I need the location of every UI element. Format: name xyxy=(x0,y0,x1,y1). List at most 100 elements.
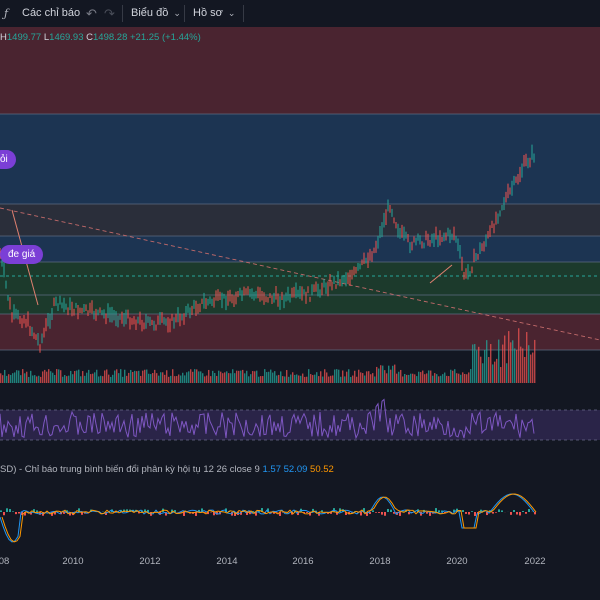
macd-histogram-bar xyxy=(345,512,347,515)
volume-bar xyxy=(426,373,428,383)
volume-bar xyxy=(440,375,442,383)
volume-bar xyxy=(318,376,320,383)
volume-bar xyxy=(46,371,48,383)
volume-bar xyxy=(508,331,510,383)
volume-bar xyxy=(492,364,494,383)
volume-bar xyxy=(120,369,122,383)
volume-bar xyxy=(264,369,266,383)
macd-histogram-bar xyxy=(297,512,299,516)
macd-signal-value: 50.52 xyxy=(310,464,334,475)
chart-menu-button[interactable]: Biểu đồ ⌄ xyxy=(131,0,181,27)
macd-histogram-bar xyxy=(282,512,284,513)
macd-histogram-bar xyxy=(12,511,14,512)
macd-histogram-bar xyxy=(18,512,20,514)
macd-histogram-bar xyxy=(69,512,71,516)
volume-bar xyxy=(48,369,50,383)
macd-histogram-bar xyxy=(462,510,464,512)
volume-bar xyxy=(338,369,340,383)
signal-line xyxy=(1,493,537,543)
price-chart-canvas[interactable] xyxy=(0,27,600,600)
volume-bar xyxy=(0,373,2,383)
volume-bar xyxy=(136,371,138,383)
annotation-bubble[interactable]: ỏi xyxy=(0,150,16,169)
volume-bar xyxy=(56,369,58,383)
volume-bar xyxy=(326,372,328,383)
macd-histogram-bar xyxy=(255,512,257,516)
macd-histogram-bar xyxy=(195,512,197,516)
volume-bar xyxy=(370,374,372,383)
volume-bar xyxy=(152,372,154,383)
volume-bar xyxy=(304,376,306,383)
volume-bar xyxy=(218,370,220,383)
volume-bar xyxy=(340,376,342,383)
annotation-bubble[interactable]: đe giá xyxy=(0,245,44,264)
macd-histogram-bar xyxy=(312,508,314,512)
volume-bar xyxy=(228,373,230,383)
macd-histogram-bar xyxy=(339,508,341,512)
volume-bar xyxy=(524,356,526,383)
volume-bar xyxy=(404,374,406,383)
volume-bar xyxy=(196,369,198,383)
volume-bar xyxy=(288,376,290,383)
volume-bar xyxy=(216,375,218,383)
volume-bar xyxy=(2,375,4,383)
volume-bar xyxy=(386,373,388,383)
macd-histogram-bar xyxy=(165,512,167,516)
undo-icon[interactable]: ↶ xyxy=(86,6,97,21)
volume-bar xyxy=(202,373,204,383)
macd-histogram-bar xyxy=(375,512,377,513)
volume-bar xyxy=(54,374,56,383)
volume-bar xyxy=(34,375,36,383)
macd-histogram-bar xyxy=(258,510,260,512)
volume-bar xyxy=(72,374,74,383)
macd-histogram-bar xyxy=(213,512,215,516)
volume-bar xyxy=(494,361,496,383)
volume-bar xyxy=(150,374,152,383)
volume-bar xyxy=(466,374,468,383)
macd-histogram-bar xyxy=(42,512,44,516)
volume-bar xyxy=(280,371,282,383)
volume-bar xyxy=(268,371,270,383)
redo-icon[interactable]: ↷ xyxy=(104,6,115,21)
volume-bar xyxy=(212,370,214,383)
volume-bar xyxy=(464,373,466,383)
volume-bar xyxy=(402,376,404,383)
volume-bar xyxy=(70,370,72,383)
volume-bar xyxy=(76,370,78,383)
macd-histogram-bar xyxy=(444,512,446,514)
indicators-button[interactable]: Các chỉ báo xyxy=(22,7,81,19)
volume-bar xyxy=(390,369,392,383)
macd-histogram-bar xyxy=(366,512,368,516)
volume-bar xyxy=(458,373,460,383)
volume-bar xyxy=(172,369,174,383)
volume-bar xyxy=(306,376,308,383)
volume-bar xyxy=(232,369,234,383)
macd-histogram-bar xyxy=(381,512,383,515)
volume-bar xyxy=(146,369,148,383)
function-icon[interactable]: ƒ xyxy=(4,7,9,20)
volume-bar xyxy=(366,371,368,383)
volume-bar xyxy=(162,372,164,383)
macd-histogram-bar xyxy=(372,510,374,512)
volume-bar xyxy=(376,366,378,383)
profile-menu-button[interactable]: Hồ sơ ⌄ xyxy=(193,0,235,27)
rsi-line xyxy=(0,398,535,440)
volume-bar xyxy=(382,365,384,383)
volume-bar xyxy=(250,374,252,383)
volume-bar xyxy=(158,375,160,383)
volume-bar xyxy=(498,339,500,383)
macd-histogram-bar xyxy=(21,512,23,515)
macd-histogram-bar xyxy=(456,508,458,512)
volume-bar xyxy=(140,375,142,383)
volume-bar xyxy=(248,376,250,383)
volume-bar xyxy=(138,370,140,383)
volume-bar xyxy=(418,371,420,383)
macd-histogram-bar xyxy=(441,510,443,512)
price-layer xyxy=(0,144,535,353)
volume-bar xyxy=(188,371,190,383)
macd-histogram-bar xyxy=(336,512,338,515)
volume-bar xyxy=(298,375,300,383)
volume-bar xyxy=(128,372,130,383)
volume-bar xyxy=(10,374,12,383)
volume-bar xyxy=(104,370,106,383)
